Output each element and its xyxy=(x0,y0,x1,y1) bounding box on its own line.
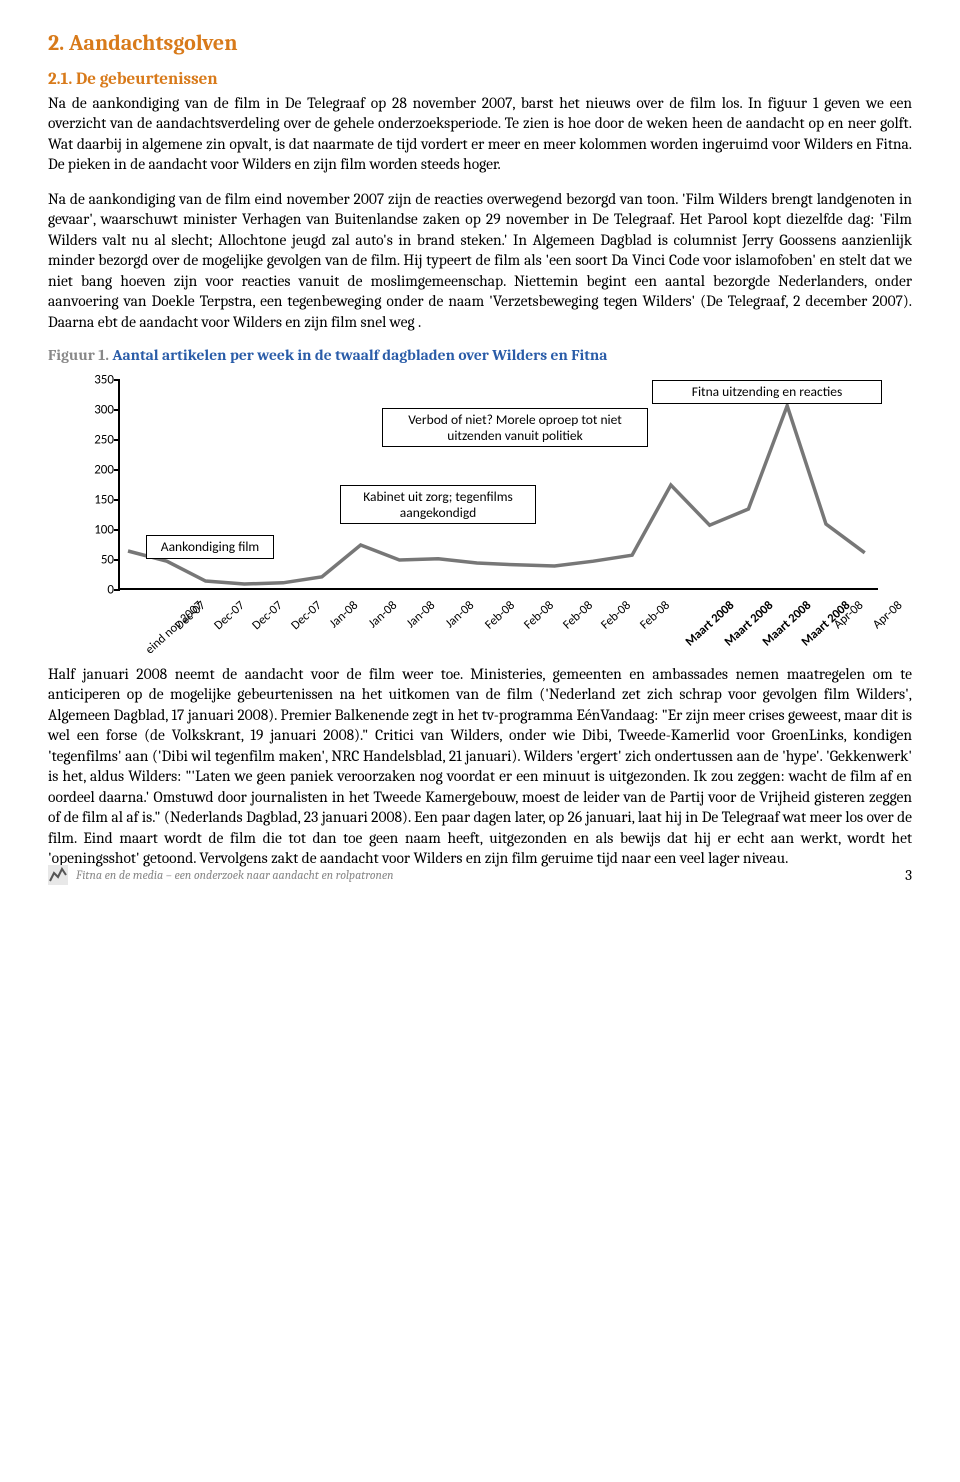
x-tick-label: Dec-07 xyxy=(288,598,325,633)
x-tick-label: Jan-08 xyxy=(443,598,478,631)
y-tick-mark xyxy=(114,409,120,411)
y-tick-label: 300 xyxy=(70,402,114,417)
figure-label: Figuur 1. xyxy=(48,346,109,364)
chart-callout: Kabinet uit zorg; tegenfilmsaangekondigd xyxy=(340,485,536,524)
y-tick-mark xyxy=(114,499,120,501)
x-tick-label: Jan-08 xyxy=(326,598,361,631)
y-tick-label: 200 xyxy=(70,462,114,477)
y-tick-mark xyxy=(114,589,120,591)
chart-callout: Fitna uitzending en reacties xyxy=(652,380,882,404)
chart-callout: Verbod of niet? Morele oproep tot nietui… xyxy=(382,408,648,447)
page-footer: Fitna en de media – een onderzoek naar a… xyxy=(48,865,912,885)
x-tick-label: Feb-08 xyxy=(598,598,634,632)
section-title: 2. Aandachtsgolven xyxy=(48,30,912,56)
y-tick-label: 250 xyxy=(70,432,114,447)
x-tick-label: Dec-07 xyxy=(249,598,286,633)
x-tick-label: Feb-08 xyxy=(559,598,595,632)
paragraph-2: Na de aankondiging van de film eind nove… xyxy=(48,189,912,332)
subsection-title: 2.1. De gebeurtenissen xyxy=(48,70,912,89)
footer-page-number: 3 xyxy=(905,866,912,884)
y-tick-label: 100 xyxy=(70,522,114,537)
paragraph-1: Na de aankondiging van de film in De Tel… xyxy=(48,93,912,175)
x-tick-label: Feb-08 xyxy=(637,598,673,632)
x-tick-label: Jan-08 xyxy=(365,598,400,631)
x-axis-labels: eind nov 2007Dec-07Dec-07Dec-07Dec-07Jan… xyxy=(118,596,878,648)
y-tick-mark xyxy=(114,469,120,471)
x-tick-label: Feb-08 xyxy=(521,598,557,632)
x-tick-label: Apr-08 xyxy=(870,598,906,632)
y-tick-label: 0 xyxy=(70,582,114,597)
y-tick-mark xyxy=(114,379,120,381)
y-tick-label: 50 xyxy=(70,552,114,567)
chart-callout: Aankondiging film xyxy=(146,535,274,559)
x-tick-label: Jan-08 xyxy=(404,598,439,631)
figure-caption: Figuur 1. Aantal artikelen per week in d… xyxy=(48,346,912,364)
y-tick-mark xyxy=(114,439,120,441)
chart-container: eind nov 2007Dec-07Dec-07Dec-07Dec-07Jan… xyxy=(70,370,890,650)
footer-title: Fitna en de media – een onderzoek naar a… xyxy=(76,868,897,882)
x-tick-label: Feb-08 xyxy=(482,598,518,632)
figure-title: Aantal artikelen per week in de twaalf d… xyxy=(112,346,607,364)
y-tick-label: 350 xyxy=(70,372,114,387)
x-tick-label: Dec-07 xyxy=(211,598,248,633)
paragraph-3: Half januari 2008 neemt de aandacht voor… xyxy=(48,664,912,869)
y-tick-mark xyxy=(114,529,120,531)
y-tick-mark xyxy=(114,559,120,561)
footer-logo-icon xyxy=(48,865,68,885)
y-tick-label: 150 xyxy=(70,492,114,507)
